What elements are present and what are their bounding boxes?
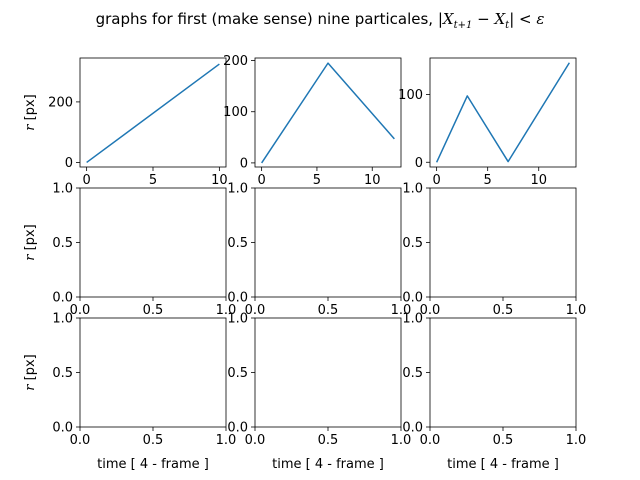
x-tick-label: 1.0 [391, 303, 412, 318]
y-tick-label: 1.0 [402, 312, 423, 327]
axes-frame [254, 187, 402, 298]
series-line [86, 63, 220, 164]
x-tick-label: 0.5 [143, 303, 164, 318]
axes-frame [79, 187, 227, 298]
x-tick-label: 0.0 [70, 433, 91, 448]
y-tick-label: 1.0 [52, 182, 73, 197]
y-tick-label: 0.5 [52, 236, 73, 251]
axes-frame [79, 317, 227, 428]
subplot-6: 0.0 0.5 1.0 0.0 0.5 1.0 [402, 182, 586, 319]
axes-frame [254, 317, 402, 428]
x-axis-label: time [ 4 - frame ] [272, 457, 384, 472]
x-tick-label: 0.0 [245, 433, 266, 448]
x-tick-label: 1.0 [216, 303, 237, 318]
y-tick-label: 1.0 [402, 182, 423, 197]
y-tick-label: 0 [415, 156, 423, 171]
y-tick-label: 0.0 [52, 421, 73, 436]
title-bar-right: | [509, 10, 514, 28]
y-tick-label: 1.0 [227, 182, 248, 197]
x-tick-label: 5 [484, 173, 492, 188]
axes-frame [429, 317, 577, 428]
x-tick-label: 5 [313, 173, 321, 188]
y-tick-label: 0.5 [402, 236, 423, 251]
x-tick-label: 1.0 [391, 433, 412, 448]
x-tick-label: 0.5 [493, 303, 514, 318]
y-tick-label: 0.5 [227, 366, 248, 381]
x-tick-label: 5 [149, 173, 157, 188]
figure-title: graphs for first (make sense) nine parti… [96, 10, 545, 31]
y-tick-label: 100 [223, 105, 248, 120]
x-tick-label: 1.0 [566, 433, 587, 448]
x-tick-label: 1.0 [216, 433, 237, 448]
title-epsilon: ε [536, 10, 544, 28]
x-tick-label: 10 [364, 173, 381, 188]
axes-frame [254, 57, 402, 168]
y-tick-label: 200 [48, 95, 73, 110]
x-tick-label: 0.0 [420, 433, 441, 448]
title-sub-1: t+1 [454, 20, 473, 31]
x-axis-label: time [ 4 - frame ] [97, 457, 209, 472]
title-var-x1: X [442, 10, 455, 28]
x-tick-label: 10 [211, 173, 228, 188]
y-tick-label: 0.5 [402, 366, 423, 381]
title-minus: − [472, 10, 494, 28]
y-axis-label: r [px] [23, 224, 38, 260]
x-tick-label: 0 [82, 173, 90, 188]
axes-frame [429, 187, 577, 298]
y-tick-label: 100 [398, 88, 423, 103]
y-tick-label: 1.0 [52, 312, 73, 327]
subplot-7: 0.0 0.5 1.0 0.0 0.5 1.0 r [px] time [ 4 - frame… [23, 312, 236, 473]
subplot-9: 0.0 0.5 1.0 0.0 0.5 1.0 time [ 4 - frame ] [402, 312, 586, 473]
x-tick-label: 0 [432, 173, 440, 188]
x-axis-label: time [ 4 - frame ] [447, 457, 559, 472]
y-tick-label: 0.0 [227, 421, 248, 436]
y-tick-label: 0.5 [52, 366, 73, 381]
subplot-5: 0.0 0.5 1.0 0.0 0.5 1.0 [227, 182, 411, 319]
y-tick-label: 0 [65, 156, 73, 171]
figure-title-text: graphs for first (make sense) nine parti… [96, 10, 438, 28]
y-tick-label: 0.0 [402, 291, 423, 306]
x-tick-label: 0.5 [318, 303, 339, 318]
x-tick-label: 0.5 [493, 433, 514, 448]
y-tick-label: 0.5 [227, 236, 248, 251]
title-var-x2: X [493, 10, 506, 28]
series-line [435, 62, 570, 163]
subplot-4: 0.0 0.5 1.0 0.0 0.5 1.0 r [px] [23, 182, 236, 319]
x-tick-label: 1.0 [566, 303, 587, 318]
title-bar-left: | [438, 10, 443, 28]
series-line [261, 62, 395, 164]
y-tick-label: 0 [240, 156, 248, 171]
y-tick-label: 200 [223, 54, 248, 69]
title-sub-2: t [505, 20, 510, 31]
y-axis-label: r [px] [23, 94, 38, 130]
x-tick-label: 0.5 [318, 433, 339, 448]
y-axis-label: r [px] [23, 354, 38, 390]
y-tick-label: 0.0 [52, 291, 73, 306]
x-tick-label: 0.0 [245, 303, 266, 318]
x-tick-label: 0.0 [420, 303, 441, 318]
subplot-8: 0.0 0.5 1.0 0.0 0.5 1.0 time [ 4 - frame ] [227, 312, 411, 473]
subplot-1: 0 5 10 0 200 r [px] [23, 57, 228, 188]
y-tick-label: 1.0 [227, 312, 248, 327]
axes-frame [429, 57, 577, 168]
x-tick-label: 0 [257, 173, 265, 188]
y-tick-label: 0.0 [227, 291, 248, 306]
x-tick-label: 10 [530, 173, 547, 188]
title-less-than: < [514, 10, 536, 28]
y-tick-label: 0.0 [402, 421, 423, 436]
axes-frame [79, 57, 227, 168]
x-tick-label: 0.5 [143, 433, 164, 448]
x-tick-label: 0.0 [70, 303, 91, 318]
